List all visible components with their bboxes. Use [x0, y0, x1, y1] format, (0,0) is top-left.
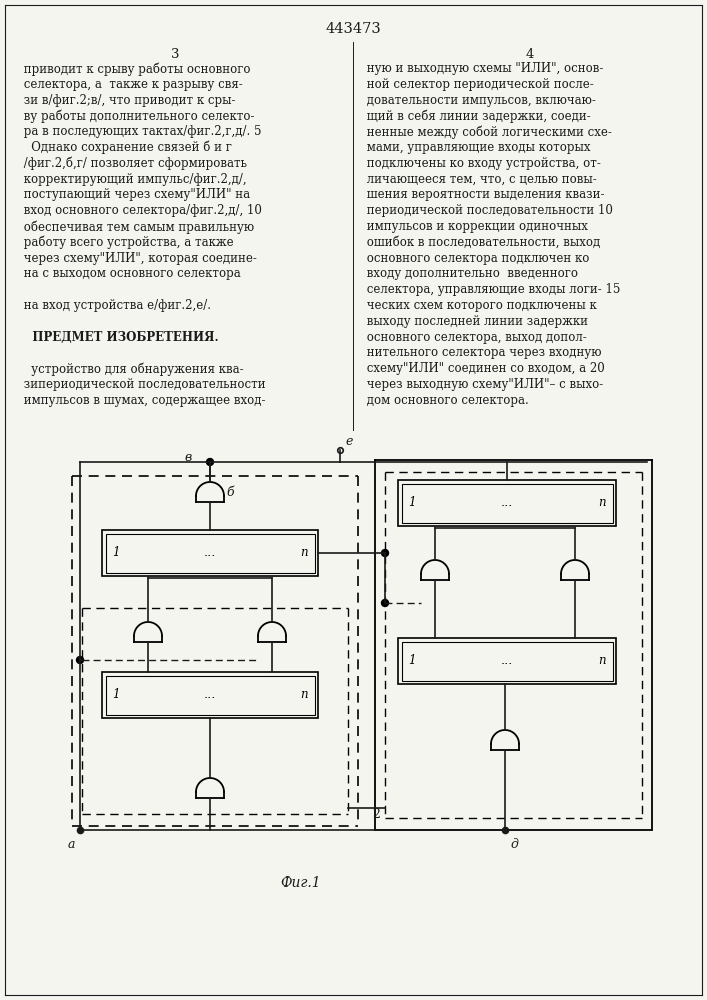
Text: личающееся тем, что, с целью повы-: личающееся тем, что, с целью повы-	[363, 173, 597, 186]
Text: n: n	[598, 496, 606, 510]
Text: подключены ко входу устройства, от-: подключены ко входу устройства, от-	[363, 157, 601, 170]
Text: n: n	[598, 654, 606, 668]
Bar	[105, 534, 315, 572]
Text: ной селектор периодической после-: ной селектор периодической после-	[363, 78, 594, 91]
Text: приводит к срыву работы основного: приводит к срыву работы основного	[20, 62, 250, 76]
Text: е: е	[345, 435, 352, 448]
Circle shape	[382, 550, 389, 556]
Text: б: б	[226, 486, 233, 499]
Text: а: а	[67, 838, 75, 851]
Text: ...: ...	[501, 654, 513, 668]
Text: поступающий через схему"ИЛИ" на: поступающий через схему"ИЛИ" на	[20, 188, 250, 201]
Text: 1: 1	[112, 688, 119, 702]
Text: ...: ...	[204, 546, 216, 560]
Text: зи в/фиг.2;в/, что приводит к сры-: зи в/фиг.2;в/, что приводит к сры-	[20, 94, 235, 107]
Bar	[102, 530, 318, 576]
Text: 2: 2	[372, 808, 380, 821]
Text: д: д	[510, 838, 518, 851]
Circle shape	[382, 599, 389, 606]
Text: периодической последовательности 10: периодической последовательности 10	[363, 204, 613, 217]
Text: ошибок в последовательности, выход: ошибок в последовательности, выход	[363, 236, 600, 249]
Bar	[105, 676, 315, 714]
Text: входу дополнительно  введенного: входу дополнительно введенного	[363, 267, 578, 280]
Text: 4: 4	[526, 48, 534, 61]
Text: вход основного селектора/фиг.2,д/, 10: вход основного селектора/фиг.2,д/, 10	[20, 204, 262, 217]
Circle shape	[206, 458, 214, 466]
Text: на с выходом основного селектора‏: на с выходом основного селектора‏	[20, 267, 241, 280]
Text: 3: 3	[171, 48, 180, 61]
Text: корректирующий импульс/фиг.2,д/,: корректирующий импульс/фиг.2,д/,	[20, 173, 247, 186]
Text: ра в последующих тактах/фиг.2,г,д/. 5: ра в последующих тактах/фиг.2,г,д/. 5	[20, 125, 262, 138]
Text: обеспечивая тем самым правильную: обеспечивая тем самым правильную	[20, 220, 254, 233]
Text: ную и выходную схемы "ИЛИ", основ-: ную и выходную схемы "ИЛИ", основ-	[363, 62, 603, 75]
Text: через схему"ИЛИ", которая соедине-: через схему"ИЛИ", которая соедине-	[20, 252, 257, 265]
Bar	[398, 638, 616, 684]
Text: ПРЕДМЕТ ИЗОБРЕТЕНИЯ.: ПРЕДМЕТ ИЗОБРЕТЕНИЯ.	[20, 331, 218, 344]
Text: ческих схем которого подключены к: ческих схем которого подключены к	[363, 299, 597, 312]
Text: Однако сохранение связей б и г: Однако сохранение связей б и г	[20, 141, 232, 154]
Text: выходу последней линии задержки: выходу последней линии задержки	[363, 315, 588, 328]
Text: селектора, управляющие входы логи- 15: селектора, управляющие входы логи- 15	[363, 283, 620, 296]
Text: в: в	[185, 451, 192, 464]
Text: импульсов в шумах, содержащее вход-: импульсов в шумах, содержащее вход-	[20, 394, 266, 407]
Text: ...: ...	[501, 496, 513, 510]
Bar	[102, 672, 318, 718]
Text: устройство для обнаружения ква-: устройство для обнаружения ква-	[20, 362, 244, 376]
Circle shape	[76, 656, 83, 664]
Text: схему"ИЛИ" соединен со входом, а 20: схему"ИЛИ" соединен со входом, а 20	[363, 362, 604, 375]
Text: ненные между собой логическими схе-: ненные между собой логическими схе-	[363, 125, 612, 139]
Text: зипериодической последовательности: зипериодической последовательности	[20, 378, 266, 391]
Text: 1: 1	[408, 496, 416, 510]
Text: дом основного селектора.: дом основного селектора.	[363, 394, 529, 407]
Bar	[402, 484, 612, 522]
Text: 443473: 443473	[325, 22, 381, 36]
Text: n: n	[300, 546, 308, 560]
Text: 1: 1	[408, 654, 416, 668]
Text: на вход устройства е/фиг.2,е/.: на вход устройства е/фиг.2,е/.	[20, 299, 211, 312]
Text: импульсов и коррекции одиночных: импульсов и коррекции одиночных	[363, 220, 588, 233]
Text: Фиг.1: Фиг.1	[280, 876, 321, 890]
Text: селектора, а  также к разрыву свя-: селектора, а также к разрыву свя-	[20, 78, 243, 91]
Bar	[398, 480, 616, 526]
Text: нительного селектора через входную: нительного селектора через входную	[363, 346, 602, 359]
Text: ву работы дополнительного селекто-: ву работы дополнительного селекто-	[20, 109, 255, 123]
Text: n: n	[300, 688, 308, 702]
Text: через выходную схему"ИЛИ"– с выхо-: через выходную схему"ИЛИ"– с выхо-	[363, 378, 603, 391]
Text: ...: ...	[204, 688, 216, 702]
Text: щий в себя линии задержки, соеди-: щий в себя линии задержки, соеди-	[363, 109, 591, 123]
Text: основного селектора подключен ко: основного селектора подключен ко	[363, 252, 590, 265]
Text: 1: 1	[112, 546, 119, 560]
Text: шения вероятности выделения квази-: шения вероятности выделения квази-	[363, 188, 604, 201]
Text: довательности импульсов, включаю-: довательности импульсов, включаю-	[363, 94, 596, 107]
Text: основного селектора, выход допол-: основного селектора, выход допол-	[363, 331, 587, 344]
Text: работу всего устройства, а также: работу всего устройства, а также	[20, 236, 233, 249]
Text: /фиг.2,б,г/ позволяет сформировать: /фиг.2,б,г/ позволяет сформировать	[20, 157, 247, 170]
Text: мами, управляющие входы которых: мами, управляющие входы которых	[363, 141, 590, 154]
Bar	[402, 642, 612, 680]
